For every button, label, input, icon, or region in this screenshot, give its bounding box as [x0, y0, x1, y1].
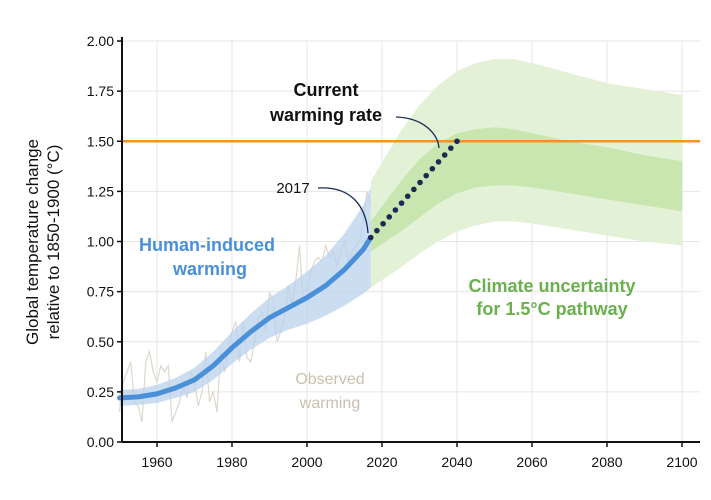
y-tick-label: 0.25	[87, 384, 114, 400]
x-tick-label: 1960	[141, 454, 172, 470]
current-rate-dot	[454, 138, 460, 145]
observed-label-1: Observed	[295, 371, 364, 388]
axes	[117, 37, 700, 447]
y-tick-label: 1.50	[87, 133, 114, 149]
current-rate-dot	[367, 234, 374, 241]
current-rate-label-1: Current	[293, 80, 358, 100]
annotation-2017-arrow	[317, 187, 369, 234]
x-tick-label: 2020	[366, 454, 397, 470]
current-rate-dot	[448, 145, 454, 151]
uncertainty-inner-band	[370, 127, 682, 252]
y-tick-label: 1.00	[87, 234, 114, 250]
current-rate-dot	[417, 179, 423, 186]
current-rate-dot	[398, 200, 405, 206]
human-induced-band	[119, 187, 371, 406]
y-tick-label: 2.00	[87, 33, 114, 49]
tick-labels: 1960 1980 2000 2020 2040 2060 2080 2100 0.00 0.25…	[87, 33, 698, 470]
observed-label-2: warming	[299, 395, 360, 412]
current-rate-arrow	[395, 116, 440, 149]
human-induced-label-2: warming	[172, 259, 247, 279]
current-rate-dot	[429, 165, 436, 172]
uncertainty-label-2: for 1.5°C pathway	[476, 299, 627, 319]
current-rate-label-2: warming rate	[269, 105, 382, 125]
x-tick-label: 2000	[291, 454, 322, 470]
current-rate-dot	[392, 207, 399, 213]
current-rate-dot	[374, 227, 380, 234]
y-axis-label-line1: Global temperature change	[23, 139, 42, 345]
human-induced-line	[117, 234, 374, 401]
current-rate-dot	[423, 172, 429, 179]
current-rate-dot	[411, 186, 417, 193]
x-tick-label: 1980	[216, 454, 247, 470]
x-tick-label: 2080	[591, 454, 622, 470]
y-tick-label: 1.25	[87, 183, 114, 199]
y-tick-label: 0.50	[87, 334, 114, 350]
y-tick-label: 1.75	[87, 83, 114, 99]
current-rate-dot	[404, 193, 411, 200]
current-rate-dot	[435, 159, 442, 165]
human-induced-label-1: Human-induced	[139, 235, 275, 255]
x-tick-label: 2060	[516, 454, 547, 470]
x-tick-label: 2040	[441, 454, 472, 470]
y-tick-label: 0.75	[87, 284, 114, 300]
y-tick-label: 0.00	[87, 434, 114, 450]
current-rate-dot	[441, 152, 448, 158]
current-rate-dot	[380, 220, 386, 227]
current-rate-dots	[367, 138, 460, 241]
x-tick-label: 2100	[666, 454, 697, 470]
annotation-2017: 2017	[276, 180, 309, 197]
current-rate-dot	[386, 214, 393, 220]
human-induced-series	[117, 187, 374, 406]
uncertainty-label-1: Climate uncertainty	[468, 276, 635, 296]
y-axis-label-line2: relative to 1850-1900 (°C)	[44, 145, 63, 340]
uncertainty-bands	[370, 59, 682, 288]
